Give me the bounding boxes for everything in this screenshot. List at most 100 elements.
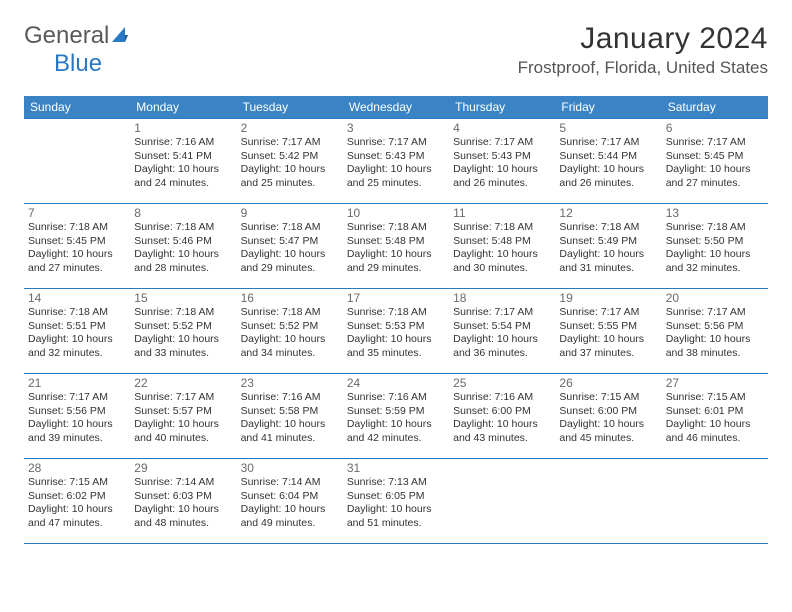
sunset-text: Sunset: 5:42 PM	[241, 150, 339, 164]
day-header-sat: Saturday	[662, 96, 768, 119]
calendar-cell: 2Sunrise: 7:17 AMSunset: 5:42 PMDaylight…	[237, 119, 343, 204]
calendar-cell: 5Sunrise: 7:17 AMSunset: 5:44 PMDaylight…	[555, 119, 661, 204]
daylight-text: Daylight: 10 hours and 36 minutes.	[453, 333, 551, 360]
sunset-text: Sunset: 5:44 PM	[559, 150, 657, 164]
sunset-text: Sunset: 5:52 PM	[241, 320, 339, 334]
logo-sail-icon	[111, 25, 129, 43]
date-number: 6	[666, 121, 764, 135]
daylight-text: Daylight: 10 hours and 32 minutes.	[666, 248, 764, 275]
sunrise-text: Sunrise: 7:16 AM	[134, 136, 232, 150]
date-number: 20	[666, 291, 764, 305]
sunrise-text: Sunrise: 7:15 AM	[559, 391, 657, 405]
daylight-text: Daylight: 10 hours and 34 minutes.	[241, 333, 339, 360]
sunrise-text: Sunrise: 7:15 AM	[28, 476, 126, 490]
calendar-cell: 10Sunrise: 7:18 AMSunset: 5:48 PMDayligh…	[343, 204, 449, 289]
date-number: 22	[134, 376, 232, 390]
sunset-text: Sunset: 6:00 PM	[559, 405, 657, 419]
sunrise-text: Sunrise: 7:18 AM	[28, 221, 126, 235]
calendar-cell	[555, 459, 661, 544]
sunset-text: Sunset: 6:02 PM	[28, 490, 126, 504]
sunrise-text: Sunrise: 7:17 AM	[453, 306, 551, 320]
calendar-cell: 25Sunrise: 7:16 AMSunset: 6:00 PMDayligh…	[449, 374, 555, 459]
sunrise-text: Sunrise: 7:13 AM	[347, 476, 445, 490]
daylight-text: Daylight: 10 hours and 29 minutes.	[241, 248, 339, 275]
sunrise-text: Sunrise: 7:18 AM	[134, 221, 232, 235]
sunset-text: Sunset: 6:00 PM	[453, 405, 551, 419]
sunset-text: Sunset: 5:56 PM	[28, 405, 126, 419]
day-header-thu: Thursday	[449, 96, 555, 119]
daylight-text: Daylight: 10 hours and 39 minutes.	[28, 418, 126, 445]
calendar-cell: 22Sunrise: 7:17 AMSunset: 5:57 PMDayligh…	[130, 374, 236, 459]
sunrise-text: Sunrise: 7:16 AM	[453, 391, 551, 405]
date-number: 11	[453, 206, 551, 220]
daylight-text: Daylight: 10 hours and 37 minutes.	[559, 333, 657, 360]
sunrise-text: Sunrise: 7:18 AM	[241, 221, 339, 235]
daylight-text: Daylight: 10 hours and 51 minutes.	[347, 503, 445, 530]
calendar-cell: 15Sunrise: 7:18 AMSunset: 5:52 PMDayligh…	[130, 289, 236, 374]
daylight-text: Daylight: 10 hours and 41 minutes.	[241, 418, 339, 445]
date-number: 5	[559, 121, 657, 135]
sunrise-text: Sunrise: 7:18 AM	[347, 221, 445, 235]
date-number: 16	[241, 291, 339, 305]
sunset-text: Sunset: 6:03 PM	[134, 490, 232, 504]
calendar-cell: 18Sunrise: 7:17 AMSunset: 5:54 PMDayligh…	[449, 289, 555, 374]
sunset-text: Sunset: 5:55 PM	[559, 320, 657, 334]
calendar-cell: 20Sunrise: 7:17 AMSunset: 5:56 PMDayligh…	[662, 289, 768, 374]
daylight-text: Daylight: 10 hours and 48 minutes.	[134, 503, 232, 530]
calendar-cell	[24, 119, 130, 204]
date-number: 4	[453, 121, 551, 135]
sunset-text: Sunset: 6:05 PM	[347, 490, 445, 504]
sunrise-text: Sunrise: 7:17 AM	[666, 136, 764, 150]
calendar-cell: 26Sunrise: 7:15 AMSunset: 6:00 PMDayligh…	[555, 374, 661, 459]
date-number: 18	[453, 291, 551, 305]
daylight-text: Daylight: 10 hours and 30 minutes.	[453, 248, 551, 275]
daylight-text: Daylight: 10 hours and 29 minutes.	[347, 248, 445, 275]
month-title: January 2024	[518, 22, 768, 56]
daylight-text: Daylight: 10 hours and 26 minutes.	[559, 163, 657, 190]
calendar-table: Sunday Monday Tuesday Wednesday Thursday…	[24, 96, 768, 544]
calendar-cell: 30Sunrise: 7:14 AMSunset: 6:04 PMDayligh…	[237, 459, 343, 544]
calendar-body: 1Sunrise: 7:16 AMSunset: 5:41 PMDaylight…	[24, 119, 768, 544]
sunrise-text: Sunrise: 7:18 AM	[666, 221, 764, 235]
sunset-text: Sunset: 5:51 PM	[28, 320, 126, 334]
daylight-text: Daylight: 10 hours and 40 minutes.	[134, 418, 232, 445]
daylight-text: Daylight: 10 hours and 35 minutes.	[347, 333, 445, 360]
sunset-text: Sunset: 5:59 PM	[347, 405, 445, 419]
calendar-cell: 16Sunrise: 7:18 AMSunset: 5:52 PMDayligh…	[237, 289, 343, 374]
sunrise-text: Sunrise: 7:14 AM	[241, 476, 339, 490]
sunrise-text: Sunrise: 7:17 AM	[559, 306, 657, 320]
date-number: 28	[28, 461, 126, 475]
header: General Blue January 2024 Frostproof, Fl…	[24, 22, 768, 78]
calendar-cell: 31Sunrise: 7:13 AMSunset: 6:05 PMDayligh…	[343, 459, 449, 544]
sunrise-text: Sunrise: 7:17 AM	[134, 391, 232, 405]
sunrise-text: Sunrise: 7:14 AM	[134, 476, 232, 490]
logo-text-block: General Blue	[24, 22, 129, 78]
calendar-cell	[449, 459, 555, 544]
date-number: 10	[347, 206, 445, 220]
sunset-text: Sunset: 5:50 PM	[666, 235, 764, 249]
calendar-cell: 3Sunrise: 7:17 AMSunset: 5:43 PMDaylight…	[343, 119, 449, 204]
date-number: 3	[347, 121, 445, 135]
calendar-cell: 1Sunrise: 7:16 AMSunset: 5:41 PMDaylight…	[130, 119, 236, 204]
date-number: 14	[28, 291, 126, 305]
sunset-text: Sunset: 5:48 PM	[347, 235, 445, 249]
sunrise-text: Sunrise: 7:15 AM	[666, 391, 764, 405]
day-header-fri: Friday	[555, 96, 661, 119]
sunrise-text: Sunrise: 7:18 AM	[453, 221, 551, 235]
date-number: 31	[347, 461, 445, 475]
day-header-mon: Monday	[130, 96, 236, 119]
daylight-text: Daylight: 10 hours and 49 minutes.	[241, 503, 339, 530]
sunrise-text: Sunrise: 7:18 AM	[134, 306, 232, 320]
sunset-text: Sunset: 5:45 PM	[666, 150, 764, 164]
sunrise-text: Sunrise: 7:18 AM	[241, 306, 339, 320]
calendar-cell: 21Sunrise: 7:17 AMSunset: 5:56 PMDayligh…	[24, 374, 130, 459]
week-row: 1Sunrise: 7:16 AMSunset: 5:41 PMDaylight…	[24, 119, 768, 204]
daylight-text: Daylight: 10 hours and 33 minutes.	[134, 333, 232, 360]
daylight-text: Daylight: 10 hours and 24 minutes.	[134, 163, 232, 190]
sunset-text: Sunset: 5:46 PM	[134, 235, 232, 249]
date-number: 12	[559, 206, 657, 220]
date-number: 29	[134, 461, 232, 475]
day-header-tue: Tuesday	[237, 96, 343, 119]
calendar-cell: 27Sunrise: 7:15 AMSunset: 6:01 PMDayligh…	[662, 374, 768, 459]
week-row: 28Sunrise: 7:15 AMSunset: 6:02 PM Dayligh…	[24, 459, 768, 544]
